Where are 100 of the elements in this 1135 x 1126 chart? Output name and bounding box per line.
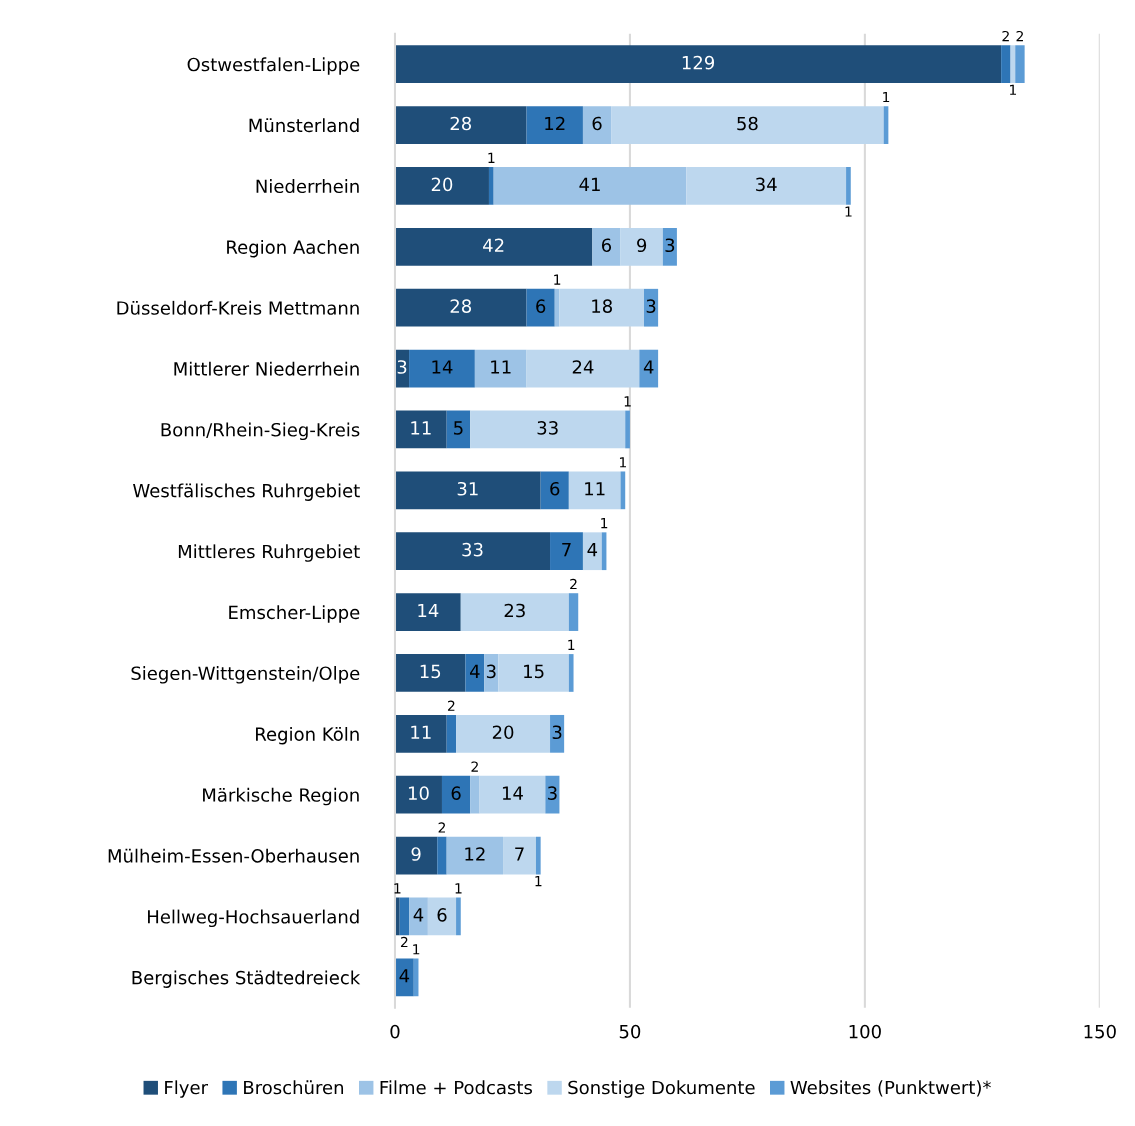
bar <box>535 836 541 875</box>
data-label: 5 <box>454 421 463 435</box>
legend-label: Broschüren <box>244 1080 344 1095</box>
bar <box>409 349 475 388</box>
data-label: 14 <box>418 603 439 618</box>
data-label: 33 <box>462 542 483 557</box>
bar <box>465 654 485 692</box>
bar <box>550 714 565 753</box>
data-label: 2 <box>447 700 455 711</box>
y-tick-label: Mittleres Ruhrgebiet <box>178 544 360 562</box>
x-tick-label: 0 <box>390 1024 400 1039</box>
bar <box>611 106 884 144</box>
y-tick-label: Bergisches Städtedreieck <box>132 970 361 988</box>
data-label: 3 <box>397 360 407 374</box>
y-tick-label: Märkische Region <box>203 787 359 806</box>
bar <box>394 227 593 266</box>
data-label: 129 <box>682 55 715 70</box>
data-label: 34 <box>756 177 777 192</box>
bar <box>568 654 574 692</box>
y-tick-label: Region Köln <box>256 726 359 745</box>
data-label: 12 <box>545 116 565 131</box>
data-label: 12 <box>465 847 485 861</box>
bar <box>446 836 504 875</box>
data-label: 33 <box>537 421 558 435</box>
bar <box>394 714 447 753</box>
bar <box>399 897 410 936</box>
bar <box>526 288 555 327</box>
data-label: 3 <box>548 786 557 800</box>
data-label: 41 <box>579 177 600 191</box>
data-label: 6 <box>451 786 461 800</box>
data-label: 28 <box>450 116 472 131</box>
data-label: 2 <box>438 822 445 833</box>
data-label: 6 <box>601 238 612 253</box>
y-tick-label: Emscher-Lippe <box>229 605 360 623</box>
bar <box>545 775 560 814</box>
data-label: 6 <box>536 299 546 313</box>
bar <box>394 532 551 571</box>
bar <box>625 410 630 449</box>
data-label: 2 <box>1002 30 1009 42</box>
y-tick-label: Siegen-Wittgenstein/Olpe <box>131 666 360 684</box>
legend-label: Sonstige Dokumente <box>568 1080 755 1098</box>
data-label: 4 <box>643 360 654 374</box>
data-label: 4 <box>399 969 410 983</box>
data-label: 1 <box>1009 84 1017 95</box>
bar <box>446 410 471 449</box>
bar <box>427 897 457 936</box>
data-label: 1 <box>535 876 542 887</box>
data-label: 20 <box>431 177 453 192</box>
y-tick-label: Münsterland <box>249 118 359 133</box>
data-label: 42 <box>483 238 504 252</box>
data-label: 58 <box>737 116 758 131</box>
bar <box>394 410 447 449</box>
bar <box>592 227 621 266</box>
y-tick-label: Westfälisches Ruhrgebiet <box>133 483 360 501</box>
bar <box>474 349 527 388</box>
data-label: 4 <box>587 543 598 557</box>
data-label: 11 <box>585 482 605 496</box>
bar <box>568 471 621 510</box>
bar <box>394 288 527 327</box>
y-tick-label: Düsseldorf-Kreis Mettmann <box>117 300 359 315</box>
data-label: 3 <box>665 238 675 253</box>
data-label: 15 <box>420 664 441 679</box>
data-label: 28 <box>450 299 472 313</box>
bar <box>639 349 659 388</box>
y-tick-label: Mittlerer Niederrhein <box>174 361 359 376</box>
x-tick-label: 100 <box>849 1024 881 1039</box>
bar <box>446 714 457 753</box>
bar <box>441 775 471 814</box>
bar <box>394 471 541 510</box>
data-label: 3 <box>486 664 496 679</box>
bar <box>540 471 569 510</box>
data-label: 1 <box>568 639 575 650</box>
data-label: 11 <box>411 421 431 435</box>
bar <box>526 349 640 388</box>
bar <box>479 775 546 814</box>
data-label: 31 <box>457 481 478 496</box>
bar <box>526 106 583 144</box>
data-label: 18 <box>592 299 612 313</box>
data-label: 1 <box>554 274 561 285</box>
data-label: 2 <box>570 578 577 590</box>
data-label: 1 <box>845 206 852 217</box>
data-label: 1 <box>455 883 462 894</box>
data-label: 3 <box>552 725 562 740</box>
data-label: 14 <box>502 786 523 800</box>
bar <box>470 410 626 449</box>
bar <box>456 897 461 936</box>
data-label: 6 <box>437 908 447 922</box>
data-label: 1 <box>883 91 890 103</box>
bar <box>394 654 466 692</box>
data-label: 10 <box>408 786 429 800</box>
data-label: 4 <box>413 908 424 922</box>
y-tick-label: Region Aachen <box>227 239 359 258</box>
bar <box>1015 45 1025 84</box>
data-label: 11 <box>491 360 511 374</box>
data-label: 7 <box>562 543 571 557</box>
data-label: 6 <box>592 116 602 131</box>
bar <box>488 167 494 205</box>
bar <box>493 167 687 205</box>
bar <box>460 593 569 631</box>
bar <box>582 532 602 571</box>
